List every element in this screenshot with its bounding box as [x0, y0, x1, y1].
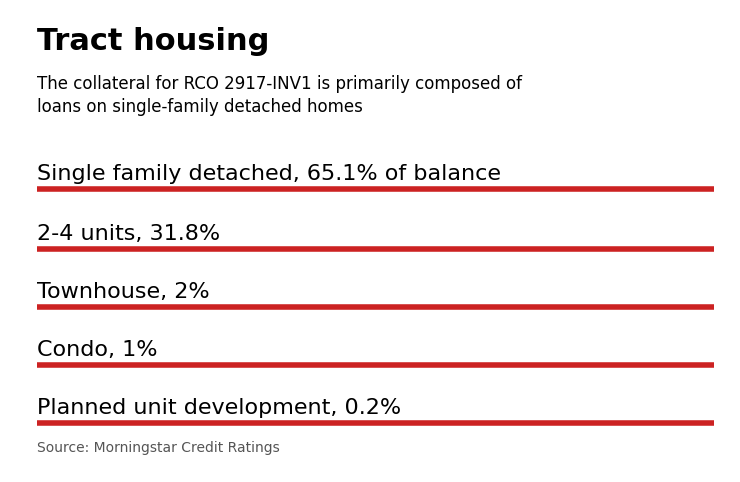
Text: Tract housing: Tract housing [37, 27, 269, 55]
Text: Planned unit development, 0.2%: Planned unit development, 0.2% [37, 398, 401, 417]
Text: Townhouse, 2%: Townhouse, 2% [37, 282, 209, 302]
Text: Condo, 1%: Condo, 1% [37, 340, 158, 360]
Text: Single family detached, 65.1% of balance: Single family detached, 65.1% of balance [37, 164, 501, 184]
Text: The collateral for RCO 2917-INV1 is primarily composed of
loans on single-family: The collateral for RCO 2917-INV1 is prim… [37, 75, 522, 116]
Text: Source: Morningstar Credit Ratings: Source: Morningstar Credit Ratings [37, 442, 280, 455]
Text: 2-4 units, 31.8%: 2-4 units, 31.8% [37, 224, 220, 244]
